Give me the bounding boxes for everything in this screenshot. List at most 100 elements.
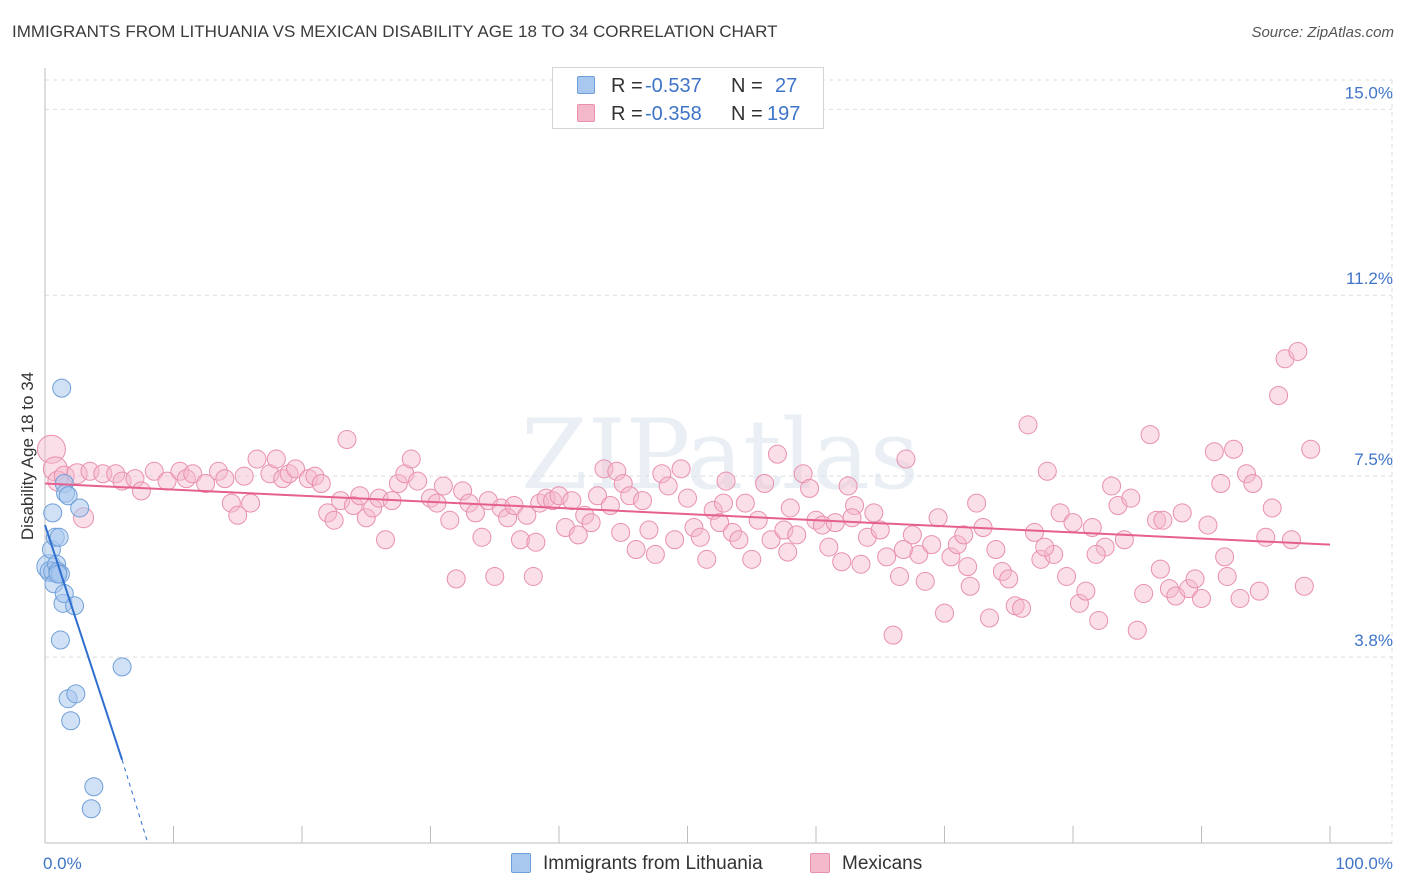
- mexicans-point: [568, 525, 588, 545]
- mexicans-point: [986, 540, 1006, 560]
- x-tick-label: 100.0%: [1335, 854, 1393, 873]
- mexicans-point: [1185, 569, 1205, 589]
- mexicans-point: [1204, 442, 1224, 462]
- mexicans-point: [909, 544, 929, 564]
- mexicans-point: [356, 508, 376, 528]
- mexicans-point: [1069, 593, 1089, 613]
- n-label: N =: [731, 103, 763, 125]
- mexicans-point: [713, 493, 733, 513]
- legend-label: Mexicans: [842, 853, 923, 874]
- mexicans-point: [1159, 579, 1179, 599]
- lithuania-point: [84, 777, 104, 797]
- mexicans-point: [800, 478, 820, 498]
- mexicans-point: [774, 520, 794, 540]
- stats-row-lithuania: R = -0.537 N = 27: [553, 73, 823, 99]
- lithuania-point: [49, 527, 69, 547]
- mexicans-point: [845, 496, 865, 516]
- mexicans-point: [1050, 503, 1070, 523]
- mexicans-point: [742, 549, 762, 569]
- mexicans-point: [337, 429, 357, 449]
- lithuania-point: [81, 799, 101, 819]
- mexicans-legend-swatch: [810, 853, 830, 873]
- mexicans-point: [1031, 549, 1051, 569]
- mexicans-point: [639, 520, 659, 540]
- mexicans-point: [543, 491, 563, 511]
- mexicans-point: [722, 522, 742, 542]
- mexicans-point: [208, 461, 228, 481]
- mexicans-point: [825, 513, 845, 533]
- mexicans-point: [787, 525, 807, 545]
- y-tick-label: 3.8%: [1354, 631, 1393, 650]
- mexicans-point: [665, 530, 685, 550]
- mexicans-point: [234, 466, 254, 486]
- lithuania-point: [66, 684, 86, 704]
- mexicans-point: [600, 496, 620, 516]
- mexicans-point: [331, 491, 351, 511]
- y-tick-label: 15.0%: [1345, 83, 1393, 102]
- lithuania-point: [52, 378, 72, 398]
- mexicans-point: [611, 522, 631, 542]
- mexicans-point: [1076, 581, 1096, 601]
- trend-lines: [44, 482, 1331, 844]
- mexicans-point: [678, 488, 697, 508]
- mexicans-point: [613, 474, 633, 494]
- mexicans-point: [350, 486, 370, 506]
- mexicans-point: [1150, 559, 1170, 579]
- mexicans-point: [196, 474, 216, 494]
- mexicans-point: [947, 535, 967, 555]
- mexicans-trend-line: [44, 482, 1331, 546]
- mexicans-point: [215, 469, 235, 489]
- mexicans-point: [36, 434, 66, 464]
- mexicans-point: [433, 476, 453, 496]
- mexicans-point: [1037, 461, 1057, 481]
- mexicans-point: [324, 510, 344, 530]
- mexicans-point: [928, 508, 948, 528]
- mexicans-point: [183, 464, 203, 484]
- lithuania-point: [112, 657, 132, 677]
- mexicans-point: [498, 508, 518, 528]
- mexicans-point: [1294, 576, 1314, 596]
- mexicans-point: [838, 476, 858, 496]
- mexicans-point: [318, 503, 338, 523]
- mexicans-point: [877, 547, 897, 567]
- mexicans-point: [1281, 530, 1301, 550]
- mexicans-point: [1179, 579, 1199, 599]
- mexicans-point: [729, 530, 749, 550]
- mexicans-point: [832, 552, 852, 572]
- stats-row-mexicans: R = -0.358 N = 197: [553, 101, 823, 127]
- mexicans-point: [652, 464, 672, 484]
- mexicans-point: [1301, 439, 1321, 459]
- mexicans-point: [1243, 474, 1263, 494]
- mexicans-point: [1236, 464, 1256, 484]
- watermark: ZIPatlas: [521, 399, 919, 511]
- mexicans-point: [1018, 415, 1038, 435]
- mexicans-point: [645, 544, 665, 564]
- mexicans-point: [1134, 584, 1154, 604]
- mexicans-point: [1288, 341, 1308, 361]
- mexicans-point: [999, 569, 1019, 589]
- mexicans-point: [523, 566, 543, 586]
- mexicans-point: [780, 498, 800, 518]
- mexicans-point: [626, 540, 646, 560]
- mexicans-point: [979, 608, 999, 628]
- mexicans-point: [1147, 510, 1167, 530]
- mexicans-point: [1256, 527, 1276, 547]
- mexicans-point: [864, 503, 884, 523]
- lithuania-point: [50, 630, 70, 650]
- mexicans-swatch: [577, 104, 595, 122]
- mexicans-point: [549, 486, 569, 506]
- mexicans-point: [658, 476, 678, 496]
- chart-title: IMMIGRANTS FROM LITHUANIA VS MEXICAN DIS…: [12, 22, 778, 41]
- mexicans-point: [1089, 610, 1109, 630]
- mexicans-point: [778, 542, 798, 562]
- mexicans-point: [1224, 439, 1244, 459]
- mexicans-point: [440, 510, 460, 530]
- mexicans-point: [1153, 510, 1173, 530]
- source-label: Source: ZipAtlas.com: [1251, 24, 1394, 41]
- mexicans-point: [1063, 513, 1083, 533]
- grid-layer: [45, 79, 1393, 843]
- mexicans-point: [176, 469, 196, 489]
- mexicans-point: [902, 525, 922, 545]
- mexicans-point: [305, 466, 325, 486]
- mexicans-point: [247, 449, 267, 469]
